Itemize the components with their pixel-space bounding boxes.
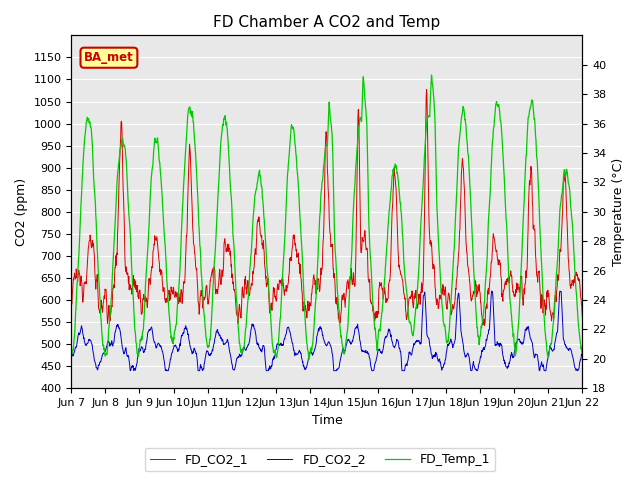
FD_Temp_1	[305, 356, 313, 362]
FD_CO2_2	[473, 367, 481, 373]
FD_CO2_2	[239, 348, 246, 354]
FD_CO2_1	[422, 87, 430, 93]
FD_CO2_1	[481, 323, 488, 329]
Y-axis label: Temperature (°C): Temperature (°C)	[612, 158, 625, 266]
Y-axis label: CO2 (ppm): CO2 (ppm)	[15, 178, 28, 246]
FD_Temp_1	[518, 236, 526, 241]
FD_Temp_1	[579, 348, 586, 354]
FD_Temp_1	[169, 340, 177, 346]
FD_CO2_1	[406, 294, 413, 300]
FD_Temp_1	[406, 320, 414, 326]
Line: FD_Temp_1: FD_Temp_1	[71, 75, 582, 359]
FD_CO2_2	[127, 368, 134, 373]
FD_CO2_2	[406, 350, 414, 356]
FD_Temp_1	[428, 72, 435, 78]
Text: BA_met: BA_met	[84, 51, 134, 64]
FD_Temp_1	[238, 348, 246, 354]
FD_CO2_2	[182, 325, 189, 331]
Line: FD_CO2_2: FD_CO2_2	[71, 291, 582, 371]
FD_CO2_1	[67, 299, 75, 305]
FD_CO2_1	[518, 296, 526, 301]
FD_CO2_2	[579, 347, 586, 353]
Line: FD_CO2_1: FD_CO2_1	[71, 90, 582, 326]
FD_CO2_1	[473, 292, 481, 298]
FD_CO2_2	[67, 351, 75, 357]
FD_CO2_2	[488, 288, 495, 294]
FD_CO2_1	[181, 276, 189, 281]
Title: FD Chamber A CO2 and Temp: FD Chamber A CO2 and Temp	[213, 15, 440, 30]
FD_CO2_2	[518, 339, 526, 345]
FD_CO2_1	[579, 316, 586, 322]
X-axis label: Time: Time	[312, 414, 342, 427]
FD_CO2_1	[169, 288, 177, 294]
FD_Temp_1	[181, 157, 189, 163]
FD_Temp_1	[67, 350, 75, 356]
Legend: FD_CO2_1, FD_CO2_2, FD_Temp_1: FD_CO2_1, FD_CO2_2, FD_Temp_1	[145, 448, 495, 471]
FD_CO2_2	[169, 347, 177, 353]
FD_CO2_1	[238, 286, 246, 291]
FD_Temp_1	[474, 324, 481, 330]
